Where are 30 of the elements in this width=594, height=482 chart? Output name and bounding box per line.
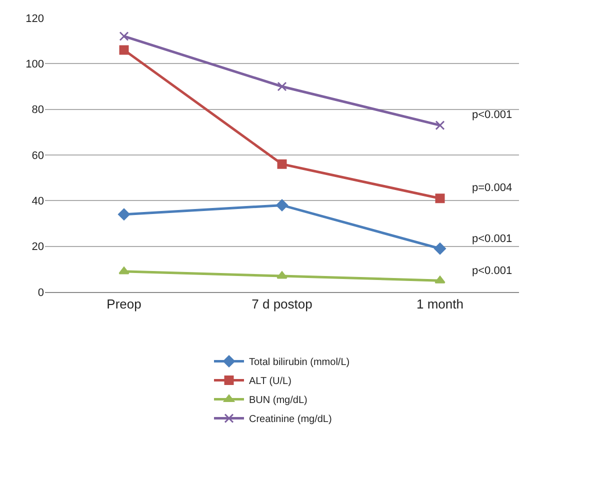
point [434,242,446,255]
point [435,194,445,204]
point [118,208,130,220]
point [276,199,288,212]
y-tick-label: 20 [32,241,44,254]
y-tick-label: 120 [26,12,44,25]
annotation: p=0.004 [472,182,512,194]
y-tick-label: 100 [26,58,44,71]
legend-label: BUN (mg/dL) [249,395,308,406]
point [277,159,287,169]
point [435,120,445,130]
legend-label: ALT (U/L) [249,376,292,388]
y-tick-label: 80 [32,104,44,116]
x-tick-label: Preop [106,296,142,312]
legend-label: Total bilirubin (mmol/L) [249,357,350,368]
annotation: p<0.001 [472,233,512,245]
annotation: p<0.001 [472,109,512,121]
point [434,276,446,284]
point [118,266,130,274]
y-tick-label: 40 [32,196,44,208]
x-tick-label: 1 month [416,296,464,312]
legend-label: Creatinine (mg/dL) [249,414,332,426]
x-tick-label: 7 d postop [252,296,312,312]
y-tick-label: 60 [32,150,44,162]
annotation: p<0.001 [472,265,512,277]
y-tick-label: 0 [38,286,44,299]
point [119,32,129,42]
point [276,271,288,279]
point [277,82,287,92]
point [119,45,129,55]
